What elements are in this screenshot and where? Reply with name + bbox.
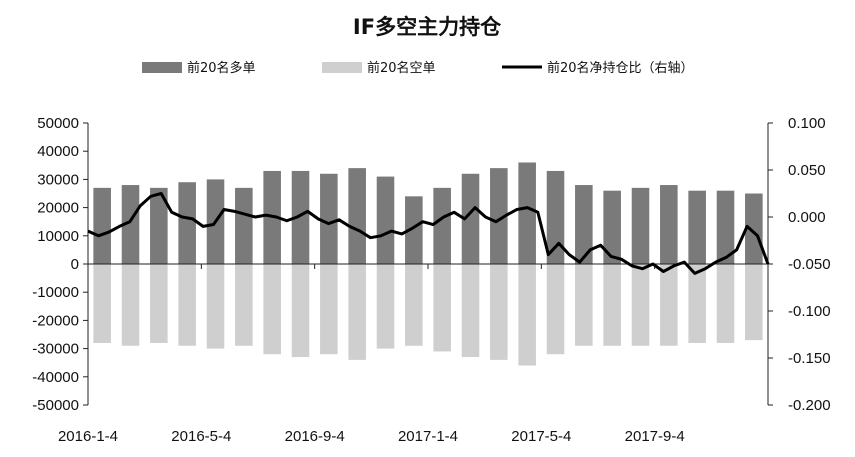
long-bar (150, 187, 168, 264)
legend-swatch-short-bars (322, 62, 362, 73)
long-bar (348, 168, 366, 264)
long-bar (93, 187, 111, 264)
short-bar (660, 264, 678, 346)
long-bar (716, 190, 735, 264)
y-left-tick-label: 50000 (37, 115, 79, 132)
y-right-tick-label: 0.050 (788, 162, 826, 179)
long-bar (490, 168, 508, 264)
ticks-layer: 50000 40000 30000 20000 10000 0 -10000 -20000 -3… (32, 115, 830, 445)
long-bar (461, 173, 480, 264)
short-bar (263, 264, 281, 355)
long-bar (405, 196, 423, 264)
x-tick-label: 2016-5-4 (171, 428, 231, 445)
y-left-tick-label: 0 (71, 256, 79, 273)
long-bar (631, 187, 650, 264)
bars-layer (93, 162, 763, 366)
short-bar (716, 264, 735, 343)
short-bar (490, 264, 508, 360)
y-left-tick-label: 10000 (37, 228, 79, 245)
short-bar (603, 264, 621, 346)
y-left-tick-label: 40000 (37, 143, 79, 160)
short-bar (405, 264, 423, 346)
short-bar (121, 264, 140, 346)
short-bar (291, 264, 310, 358)
y-right-tick-label: -0.150 (788, 350, 831, 367)
y-left-tick-label: -30000 (32, 341, 79, 358)
short-bar (575, 264, 593, 346)
y-right-tick-label: -0.200 (788, 397, 831, 414)
y-left-tick-label: 30000 (37, 171, 79, 188)
short-bar (320, 264, 338, 355)
long-bar (546, 170, 565, 264)
y-left-tick-label: -50000 (32, 397, 79, 414)
long-bar (745, 193, 763, 264)
short-bar (688, 264, 706, 343)
long-bar (518, 162, 536, 264)
y-right-tick-label: 0.000 (788, 209, 826, 226)
net-ratio-line (87, 192, 770, 275)
long-bar (235, 187, 253, 264)
short-bar (433, 264, 451, 352)
long-bar (320, 173, 338, 264)
legend-swatch-long-bars (142, 62, 182, 73)
x-tick-label: 2017-5-4 (511, 428, 571, 445)
legend-label-short-bars: 前20名空单 (367, 60, 436, 76)
y-right-tick-label: 0.100 (788, 115, 826, 132)
long-bar (603, 190, 621, 264)
long-bar (376, 176, 395, 264)
long-bar (178, 182, 196, 264)
legend: 前20名多单 前20名空单 前20名净持仓比（右轴） (142, 60, 694, 76)
y-left-tick-label: -10000 (32, 284, 79, 301)
short-bar (348, 264, 366, 360)
x-tick-label: 2017-9-4 (625, 428, 685, 445)
y-left-tick-label: -40000 (32, 369, 79, 386)
y-right-tick-label: -0.050 (788, 256, 831, 273)
short-bar (518, 264, 536, 366)
long-bar (575, 185, 593, 264)
short-bar (93, 264, 111, 343)
long-bar (688, 190, 706, 264)
short-bar (461, 264, 480, 358)
long-bar (291, 170, 310, 264)
legend-label-long-bars: 前20名多单 (187, 60, 256, 76)
x-tick-label: 2016-9-4 (285, 428, 345, 445)
chart-title: IF多空主力持仓 (353, 15, 502, 39)
short-bar (631, 264, 650, 346)
x-tick-label: 2017-1-4 (398, 428, 458, 445)
y-left-tick-label: -20000 (32, 312, 79, 329)
long-bar (660, 185, 678, 264)
short-bar (376, 264, 395, 349)
legend-label-net-ratio-line: 前20名净持仓比（右轴） (547, 60, 694, 76)
y-right-tick-label: -0.100 (788, 303, 831, 320)
line-layer (87, 192, 770, 275)
short-bar (546, 264, 565, 355)
short-bar (178, 264, 196, 346)
short-bar (235, 264, 253, 346)
short-bar (206, 264, 225, 349)
y-left-tick-label: 20000 (37, 200, 79, 217)
long-bar (433, 187, 451, 264)
short-bar (745, 264, 763, 341)
long-bar (121, 185, 140, 264)
short-bar (150, 264, 168, 343)
x-tick-label: 2016-1-4 (58, 428, 118, 445)
